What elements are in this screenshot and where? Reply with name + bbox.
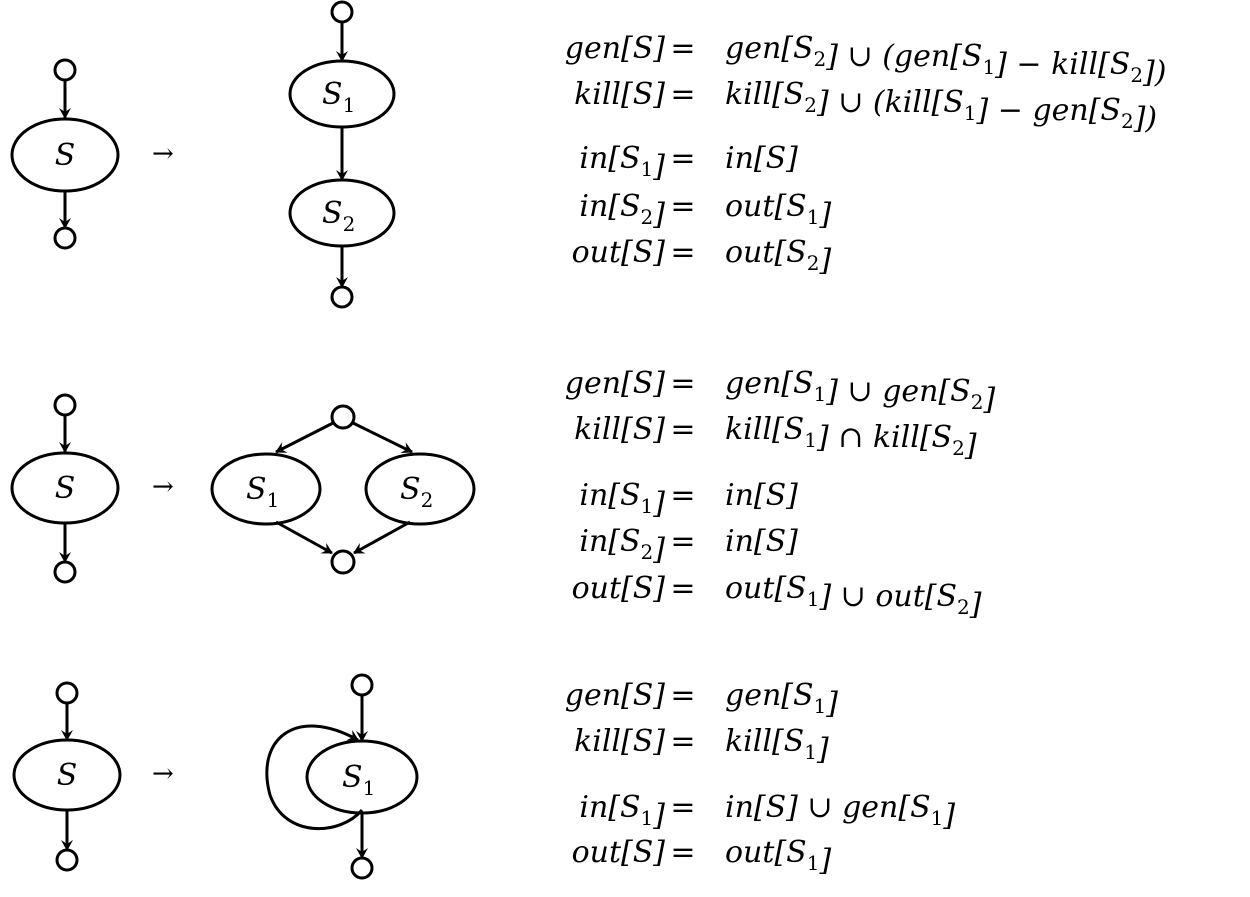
equals-sign: =	[670, 141, 695, 176]
node-label: S2	[322, 196, 355, 236]
equation-lhs: in[S1]	[579, 790, 665, 833]
equation-line: gen[S] = gen[S1]	[565, 678, 839, 721]
equation-lhs: out[S]	[572, 571, 666, 606]
equation-line: in[S1] = in[S]	[579, 478, 798, 521]
rule-loop	[12, 673, 419, 880]
edge	[275, 421, 334, 454]
edge	[353, 520, 411, 555]
equals-sign: =	[670, 678, 695, 713]
node-label: S	[55, 471, 76, 506]
equation-lhs: in[S2]	[579, 524, 665, 567]
transform-arrow: →	[152, 139, 174, 169]
equations-column: gen[S] = gen[S2] ∪ (gen[S1] − kill[S2])kil…	[565, 31, 1167, 878]
loop-back-edge	[265, 724, 364, 830]
equation-lhs: gen[S]	[565, 31, 666, 66]
equation-lhs: gen[S]	[565, 366, 666, 401]
node-s2	[364, 452, 476, 526]
equals-sign: =	[670, 524, 695, 559]
equation-rhs: kill[S2] ∪ (kill[S1] − gen[S2])	[725, 77, 1157, 136]
equals-sign: =	[670, 235, 695, 270]
rule-branch	[10, 393, 476, 584]
exit-point	[55, 848, 79, 872]
equation-line: in[S1] = in[S]	[579, 141, 798, 184]
equals-sign: =	[670, 366, 695, 401]
equation-line: kill[S] = kill[S1] ∩ kill[S2]	[574, 412, 977, 463]
edge	[275, 520, 333, 555]
equation-lhs: kill[S]	[574, 412, 665, 447]
equation-rhs: out[S2]	[725, 235, 831, 278]
equals-sign: =	[670, 31, 695, 66]
node-label: S1	[246, 472, 279, 512]
entry-point	[330, 404, 356, 430]
node-label: S	[57, 758, 78, 793]
rule-sequence	[10, 0, 396, 309]
entry-point	[53, 393, 77, 417]
equation-rhs: gen[S1] ∪ gen[S2]	[725, 366, 995, 417]
node-label: S	[55, 138, 76, 173]
node-label: S1	[342, 760, 375, 800]
entry-point	[53, 58, 77, 82]
equation-lhs: out[S]	[572, 835, 666, 870]
transform-arrow: →	[152, 472, 174, 502]
equation-line: kill[S] = kill[S1]	[574, 724, 829, 767]
equals-sign: =	[670, 835, 695, 870]
equals-sign: =	[670, 790, 695, 825]
entry-point	[330, 0, 354, 24]
equation-lhs: gen[S]	[565, 678, 666, 713]
equation-lhs: kill[S]	[574, 724, 665, 759]
equation-line: gen[S] = gen[S1] ∪ gen[S2]	[565, 366, 996, 417]
equation-lhs: in[S1]	[579, 478, 665, 521]
entry-point	[55, 681, 79, 705]
equation-line: kill[S] = kill[S2] ∪ (kill[S1] − gen[S2])	[574, 77, 1157, 136]
before-graph	[10, 393, 120, 584]
equals-sign: =	[670, 77, 695, 112]
after-graph	[288, 0, 396, 309]
equation-rhs: kill[S1]	[725, 724, 829, 767]
equation-rhs: out[S1]	[725, 189, 831, 232]
node-label: S2	[400, 472, 433, 512]
equals-sign: =	[670, 189, 695, 224]
exit-point	[350, 856, 374, 880]
node-s1	[210, 452, 322, 526]
exit-point	[53, 560, 77, 584]
equals-sign: =	[670, 724, 695, 759]
before-graph	[12, 681, 122, 872]
equation-line: out[S] = out[S2]	[572, 235, 832, 278]
equals-sign: =	[670, 571, 695, 606]
equals-sign: =	[670, 478, 695, 513]
equation-lhs: out[S]	[572, 235, 666, 270]
equation-line: out[S] = out[S1] ∪ out[S2]	[572, 571, 982, 622]
equation-line: in[S1] = in[S] ∪ gen[S1]	[579, 790, 955, 833]
after-graph	[210, 404, 476, 575]
entry-point	[350, 673, 374, 697]
exit-point	[53, 226, 77, 250]
equation-lhs: in[S1]	[579, 141, 665, 184]
equation-rhs: gen[S1]	[725, 678, 838, 721]
after-graph	[265, 673, 419, 880]
exit-point	[330, 549, 356, 575]
transform-arrow: →	[152, 759, 174, 789]
equation-rhs: out[S1] ∪ out[S2]	[725, 571, 982, 622]
equation-rhs: in[S]	[725, 524, 798, 559]
equation-rhs: in[S]	[725, 141, 798, 176]
equals-sign: =	[670, 412, 695, 447]
equation-line: gen[S] = gen[S2] ∪ (gen[S1] − kill[S2])	[565, 31, 1167, 90]
equation-rhs: in[S]	[725, 478, 798, 513]
exit-point	[330, 285, 354, 309]
equation-lhs: in[S2]	[579, 189, 665, 232]
edge	[352, 421, 413, 454]
equation-lhs: kill[S]	[574, 77, 665, 112]
equation-rhs: gen[S2] ∪ (gen[S1] − kill[S2])	[725, 31, 1166, 90]
equation-rhs: in[S] ∪ gen[S1]	[725, 790, 955, 833]
equation-line: out[S] = out[S1]	[572, 835, 832, 878]
equation-line: in[S2] = in[S]	[579, 524, 798, 567]
before-graph	[10, 58, 120, 250]
equation-rhs: out[S1]	[725, 835, 831, 878]
equation-line: in[S2] = out[S1]	[579, 189, 831, 232]
node-label: S1	[322, 77, 355, 117]
equation-rhs: kill[S1] ∩ kill[S2]	[725, 412, 977, 463]
